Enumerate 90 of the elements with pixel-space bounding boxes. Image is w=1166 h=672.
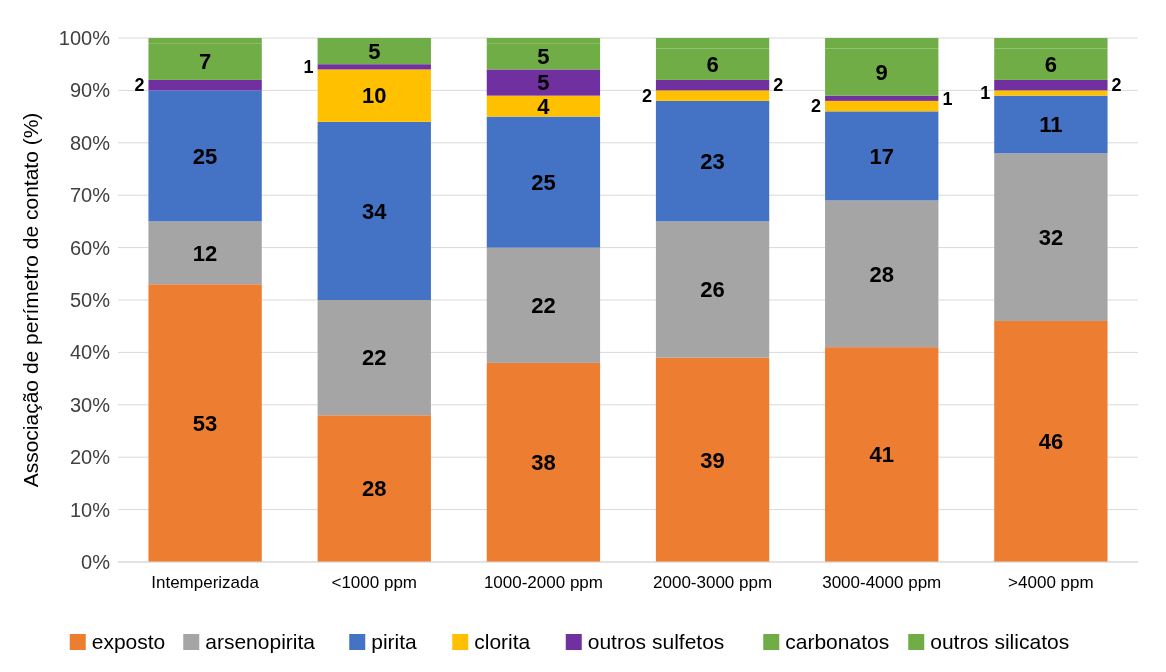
bar — [486, 116, 601, 248]
data-label: 28 — [362, 476, 387, 502]
legend-label: outros silicatos — [930, 630, 1070, 654]
data-label: 22 — [531, 292, 556, 318]
data-label: 2 — [1111, 75, 1122, 96]
data-label: 6 — [1044, 51, 1058, 77]
bar — [148, 221, 262, 285]
x-tick-label: <1000 ppm — [331, 573, 418, 592]
bar — [994, 320, 1108, 562]
bar — [655, 79, 770, 91]
y-tick-label: 60% — [69, 236, 111, 259]
data-label: 2 — [773, 75, 784, 96]
y-tick-label: 90% — [69, 79, 111, 102]
data-label: 25 — [192, 143, 218, 169]
data-label: 17 — [869, 143, 894, 169]
bar — [825, 95, 939, 101]
data-label: 53 — [192, 410, 218, 436]
bar — [317, 415, 431, 562]
y-tick-label: 0% — [81, 551, 111, 573]
bar — [994, 95, 1108, 154]
data-label: 11 — [1039, 112, 1063, 138]
data-label: 2 — [134, 75, 145, 96]
legend-label: exposto — [91, 630, 166, 654]
data-label: 2 — [811, 96, 822, 117]
data-label: 7 — [198, 49, 212, 75]
bar — [994, 79, 1108, 91]
bar — [317, 121, 431, 300]
y-tick-label: 50% — [69, 289, 111, 311]
data-label: 32 — [1038, 224, 1064, 250]
x-tick-label: 3000-4000 ppm — [822, 573, 942, 592]
legend-label: clorita — [474, 630, 531, 654]
data-label: 34 — [362, 198, 388, 224]
legend-label: pirita — [371, 630, 418, 654]
y-axis-title: Associação de perímetro de contato (%) — [19, 112, 42, 488]
bar — [317, 64, 431, 70]
data-label: 10 — [362, 83, 387, 109]
bar — [994, 153, 1108, 321]
data-label: 25 — [531, 169, 556, 195]
data-label: 1 — [942, 88, 953, 109]
y-tick-label: 10% — [69, 498, 111, 521]
bar — [825, 100, 939, 112]
bar — [655, 357, 770, 562]
y-tick-label: 30% — [69, 393, 111, 416]
legend-label: outros sulfetos — [587, 630, 725, 654]
bar — [486, 69, 601, 96]
x-tick-label: 1000-2000 ppm — [483, 573, 603, 592]
legend-label: arsenopirita — [205, 630, 316, 654]
bar — [486, 362, 601, 562]
data-label: 38 — [531, 450, 556, 476]
x-tick-label: 2000-3000 ppm — [653, 573, 773, 592]
bar — [486, 247, 601, 363]
data-label: 26 — [700, 277, 725, 303]
data-label: 1 — [980, 83, 991, 104]
data-label: 28 — [869, 261, 894, 287]
bar — [317, 69, 431, 122]
data-label: 9 — [875, 59, 888, 85]
data-label: 2 — [641, 85, 652, 106]
x-tick-label: >4000 ppm — [1008, 573, 1094, 592]
data-label: 6 — [706, 51, 719, 77]
legend-label: carbonatos — [785, 630, 890, 654]
y-tick-label: 70% — [69, 184, 111, 207]
bar — [825, 347, 939, 562]
bar — [825, 111, 939, 201]
data-label: 4 — [537, 93, 551, 119]
data-label: 22 — [362, 345, 387, 371]
y-tick-label: 80% — [69, 131, 111, 154]
data-label: 46 — [1038, 429, 1064, 455]
bar — [655, 100, 770, 222]
data-label: 41 — [869, 442, 894, 468]
bar — [655, 221, 770, 358]
x-tick-label: Intemperizada — [151, 573, 260, 592]
bar — [317, 300, 431, 416]
data-label: 5 — [537, 44, 550, 70]
data-label: 5 — [368, 38, 381, 64]
data-label: 1 — [303, 57, 314, 78]
bar — [655, 90, 770, 101]
data-label: 39 — [700, 447, 725, 473]
data-label: 23 — [700, 148, 725, 174]
bar — [486, 95, 601, 117]
bar — [317, 38, 431, 65]
data-label: 5 — [537, 70, 550, 96]
bar — [148, 79, 262, 91]
y-tick-label: 20% — [69, 446, 111, 469]
bar — [148, 284, 262, 562]
bar — [825, 200, 939, 348]
y-tick-label: 100% — [58, 27, 111, 49]
data-label: 12 — [192, 240, 218, 266]
bar — [994, 90, 1108, 96]
y-tick-label: 40% — [69, 341, 111, 364]
bar — [148, 90, 262, 222]
